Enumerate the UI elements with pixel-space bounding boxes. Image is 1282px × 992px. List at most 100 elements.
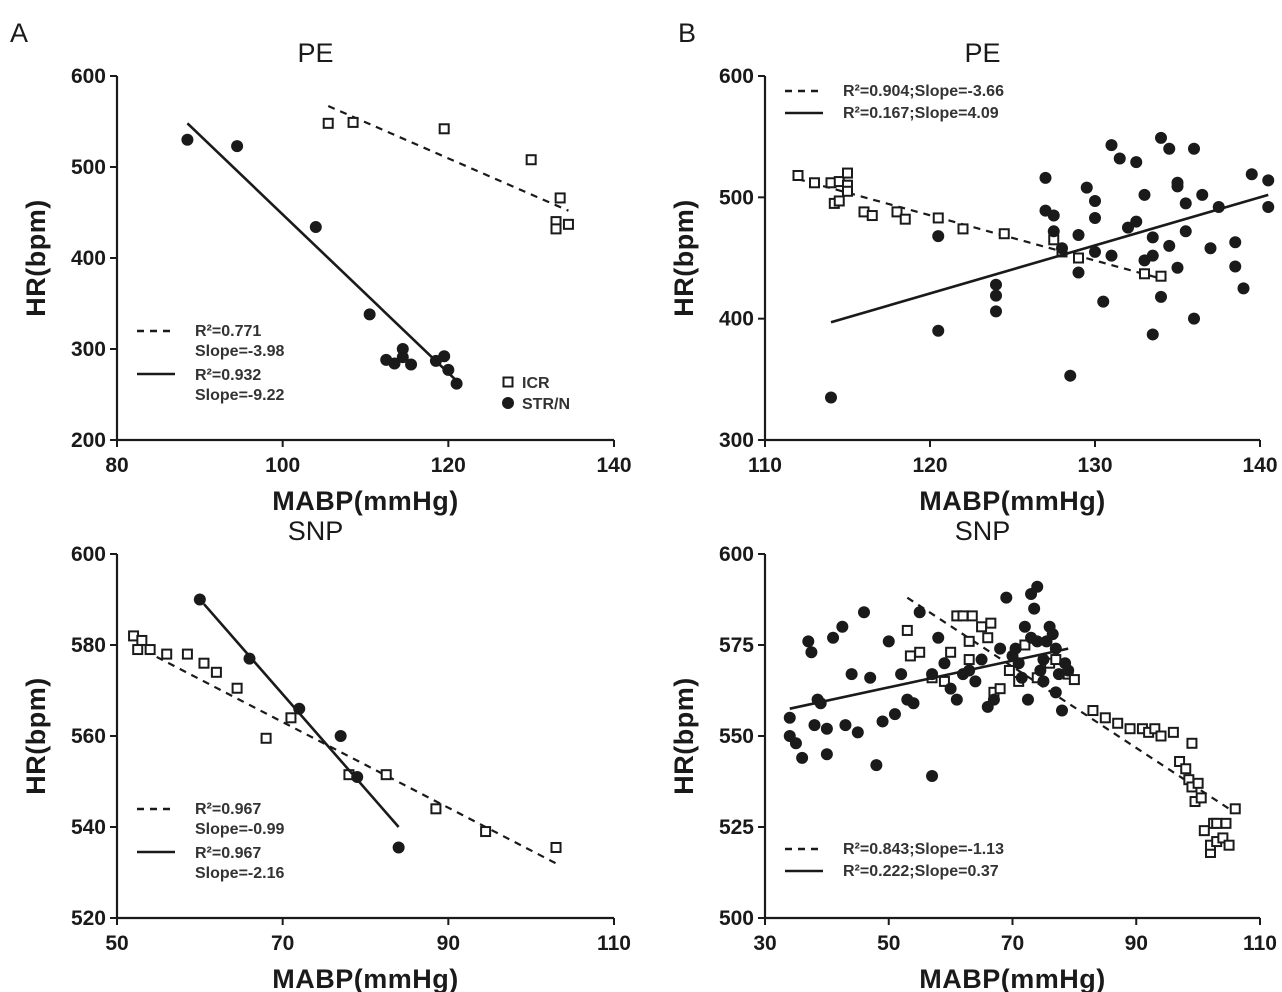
data-point-circle [907,697,920,710]
data-point-circle [1031,635,1044,648]
data-point-circle [1155,131,1167,144]
x-tick-label: 110 [597,932,631,955]
y-tick-label: 300 [71,338,106,361]
data-point-circle [1072,228,1085,241]
panel-label-a: A [10,18,28,48]
data-point-square [963,635,975,647]
fit-label-dashed-line: R²=0.771 [195,323,261,340]
data-point-square [1180,763,1192,775]
data-point-circle [1163,142,1176,155]
data-point-circle [1015,671,1028,684]
data-point-square [932,212,944,224]
y-tick-label: 300 [719,429,754,452]
data-point-square [550,223,562,235]
data-point-square [380,769,392,781]
data-point-square [1139,268,1150,280]
data-point-square [1087,705,1099,717]
data-point-circle [932,324,945,337]
data-point-square [976,621,988,633]
data-point-circle [975,653,988,666]
data-point-square [792,169,804,181]
fit-label-dashed-line: R²=0.904;Slope=-3.66 [843,83,1004,100]
data-point-circle [1196,188,1209,201]
data-point-circle [814,697,827,710]
fit-label-solid-line: R²=0.967 [195,845,261,862]
data-point-square [1019,639,1031,651]
data-point-square [1155,270,1167,282]
data-point-square [430,803,442,815]
data-point-circle [1097,295,1110,308]
data-point-circle [1089,194,1101,207]
y-tick-label: 600 [719,65,754,88]
data-point-circle [808,719,821,732]
data-point-square [480,826,492,838]
data-point-circle [950,693,963,706]
chart-title: SNP [955,516,1011,546]
data-point-circle [990,305,1002,318]
series-circles [783,580,1075,783]
data-point-circle [1105,139,1118,152]
data-point-square [1073,252,1084,264]
data-point-circle [1056,704,1068,717]
fit-line-solid [830,193,1269,324]
series-circles [193,593,405,854]
x-tick-label: 130 [1077,454,1112,477]
data-point-square [285,712,297,724]
data-point-circle [293,702,306,715]
fit-line-solid [202,603,400,828]
data-point-circle [1037,653,1050,666]
data-point-circle [231,140,244,153]
data-point-circle [1245,168,1258,181]
x-tick-label: 120 [912,454,947,477]
data-point-circle [442,363,455,376]
data-point-square [1174,755,1186,767]
y-tick-label: 500 [719,186,754,209]
data-point-circle [1179,197,1192,210]
data-point-circle [805,646,818,659]
y-axis-title: HR(bpm) [21,677,51,794]
data-point-square [562,218,574,230]
data-point-circle [1047,209,1060,222]
data-point-circle [858,606,870,619]
x-tick-label: 140 [596,454,631,477]
y-axis-title: HR(bpm) [21,199,51,316]
data-point-circle [851,726,864,739]
x-axis-title: MABP(mmHg) [919,486,1106,516]
x-tick-label: 30 [753,932,776,955]
data-point-circle [1130,215,1143,228]
data-point-square [136,634,148,646]
data-point-circle [987,693,1000,706]
fit-line-dashed [797,178,1162,280]
x-tick-label: 50 [105,932,128,955]
data-point-circle [839,719,852,732]
fit-legend: R²=0.967 Slope=-0.99 R²=0.967 Slope=-2.16 [137,801,284,882]
fit-label-dashed: R²=0.967 Slope=-0.99 [195,801,284,838]
data-point-circle [1262,174,1275,187]
legend-marker-circle [502,397,514,409]
data-point-circle [820,748,833,761]
data-point-square [998,228,1010,240]
data-point-circle [1062,664,1075,677]
fit-label-solid: R²=0.222;Slope=0.37 [843,863,999,880]
fit-label-dashed: R²=0.843;Slope=-1.13 [843,841,1004,858]
data-point-square [901,624,913,636]
data-point-square [904,650,916,662]
data-point-circle [827,631,840,644]
data-point-circle [926,668,939,681]
data-point-circle [1113,152,1126,165]
data-point-square [966,610,978,622]
data-point-circle [969,675,982,688]
data-point-circle [802,635,815,648]
data-point-square [1229,803,1241,815]
y-axis-title: HR(bpm) [669,199,699,316]
y-tick-label: 500 [71,156,106,179]
data-point-circle [1188,142,1200,155]
data-point-square [842,185,853,197]
data-point-square [945,646,957,658]
fit-legend: R²=0.904;Slope=-3.66 R²=0.167;Slope=4.09 [785,83,1004,122]
data-point-circle [1171,176,1184,189]
data-point-square [1192,777,1204,789]
fit-label-dashed: R²=0.771 Slope=-3.98 [195,323,284,360]
data-point-square [1217,832,1229,844]
